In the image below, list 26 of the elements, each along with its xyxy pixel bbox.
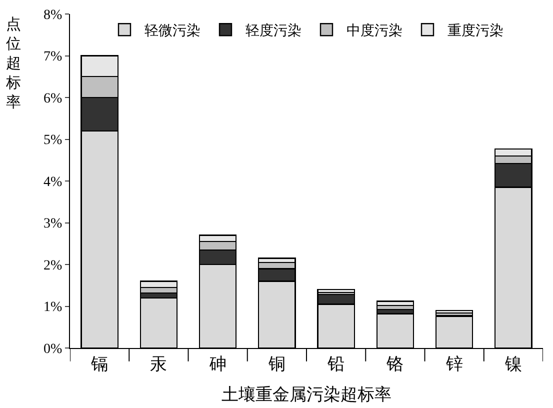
y-tick-label: 8% bbox=[44, 8, 63, 23]
y-tick-label: 5% bbox=[44, 133, 63, 148]
legend-label: 重度污染 bbox=[448, 23, 504, 40]
x-tick-label: 铜 bbox=[267, 354, 286, 374]
x-tick-label: 镉 bbox=[90, 354, 108, 374]
y-tick-label: 6% bbox=[44, 91, 63, 106]
x-axis-title: 土壤重金属污染超标率 bbox=[222, 384, 392, 404]
y-axis-title: 点位超标率 bbox=[5, 16, 21, 111]
legend-label: 轻度污染 bbox=[246, 23, 302, 40]
x-tick-label: 砷 bbox=[208, 354, 226, 374]
y-tick-label: 3% bbox=[44, 216, 63, 232]
y-tick-label: 4% bbox=[44, 174, 63, 190]
legend-label: 轻微污染 bbox=[144, 23, 200, 40]
legend-label: 中度污染 bbox=[346, 23, 402, 40]
bar bbox=[435, 310, 474, 314]
bar bbox=[317, 288, 355, 294]
x-tick-label: 铅 bbox=[326, 354, 345, 374]
x-tick-label: 铬 bbox=[386, 354, 404, 374]
x-tick-label: 汞 bbox=[150, 354, 168, 374]
y-tick-label: 7% bbox=[44, 50, 63, 65]
y-tick-label: 0% bbox=[44, 342, 63, 357]
x-tick-label: 锌 bbox=[444, 354, 463, 374]
bar bbox=[376, 300, 414, 306]
y-tick-label: 2% bbox=[44, 258, 63, 274]
x-tick-label: 镍 bbox=[504, 354, 522, 374]
y-tick-label: 1% bbox=[44, 300, 63, 316]
